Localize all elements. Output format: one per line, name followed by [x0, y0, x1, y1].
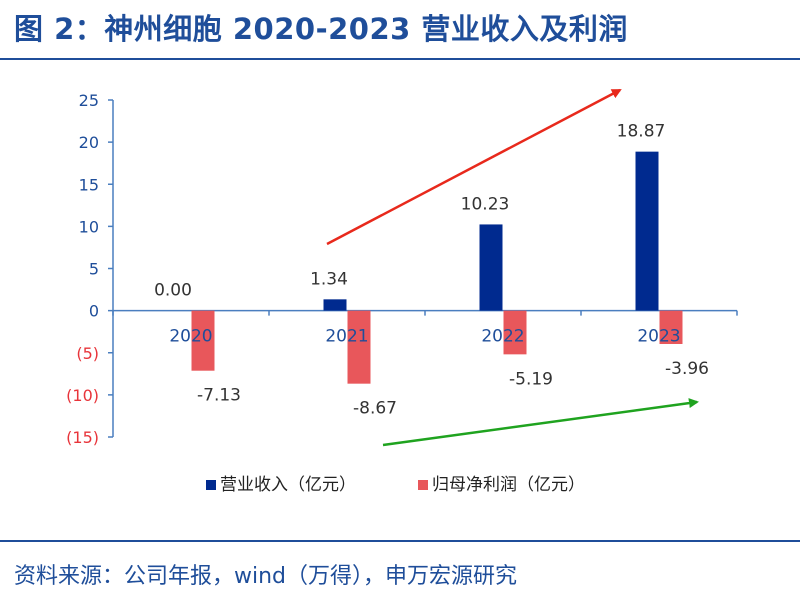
net-profit-data-label: -8.67 [353, 399, 397, 419]
y-tick-label: 25 [79, 91, 99, 110]
y-tick-label: 10 [79, 217, 99, 236]
y-tick-label: (10) [66, 386, 99, 405]
source-divider [0, 540, 800, 542]
y-tick-label: 20 [79, 133, 99, 152]
net-profit-data-label: -7.13 [197, 386, 241, 406]
revenue-data-label: 18.87 [617, 122, 666, 142]
source-note: 资料来源：公司年报，wind（万得），申万宏源研究 [14, 564, 518, 589]
legend-label-net-profit: 归母净利润（亿元） [432, 475, 585, 495]
legend-swatch-revenue [206, 480, 216, 490]
net-profit-bar [503, 310, 527, 355]
legend-label-revenue: 营业收入（亿元） [220, 475, 356, 495]
y-tick-label: 0 [89, 302, 99, 321]
chart-title: 图 2：神州细胞 2020-2023 营业收入及利润 [14, 12, 628, 46]
x-tick-label: 2023 [637, 327, 680, 347]
y-tick-label: (15) [66, 428, 99, 447]
legend-swatch-net-profit [418, 480, 428, 490]
net-profit-bar [191, 310, 215, 371]
net-profit-data-label: -3.96 [665, 359, 709, 379]
revenue-data-label: 1.34 [310, 269, 348, 289]
x-tick-label: 2021 [325, 327, 368, 347]
revenue-data-label: 10.23 [461, 194, 510, 214]
profit-trend-arrow [382, 398, 699, 447]
y-tick-label: 5 [89, 260, 99, 279]
net-profit-bar [347, 310, 371, 384]
y-tick-label: (5) [76, 344, 99, 363]
y-tick-label: 15 [79, 175, 99, 194]
x-tick-label: 2022 [481, 327, 524, 347]
revenue-bar [479, 224, 503, 311]
net-profit-bar [659, 310, 683, 344]
revenue-data-label: 0.00 [154, 281, 192, 301]
bar-chart: 25 20 15 10 5 0 (5) (10) (15) 2020 2021 2022 2023 0.… [66, 88, 738, 495]
revenue-bar [635, 151, 659, 311]
revenue-bar [323, 299, 347, 311]
title-underline [0, 58, 800, 60]
net-profit-data-label: -5.19 [509, 369, 553, 389]
x-tick-label: 2020 [169, 327, 212, 347]
revenue-trend-arrow [326, 88, 622, 246]
